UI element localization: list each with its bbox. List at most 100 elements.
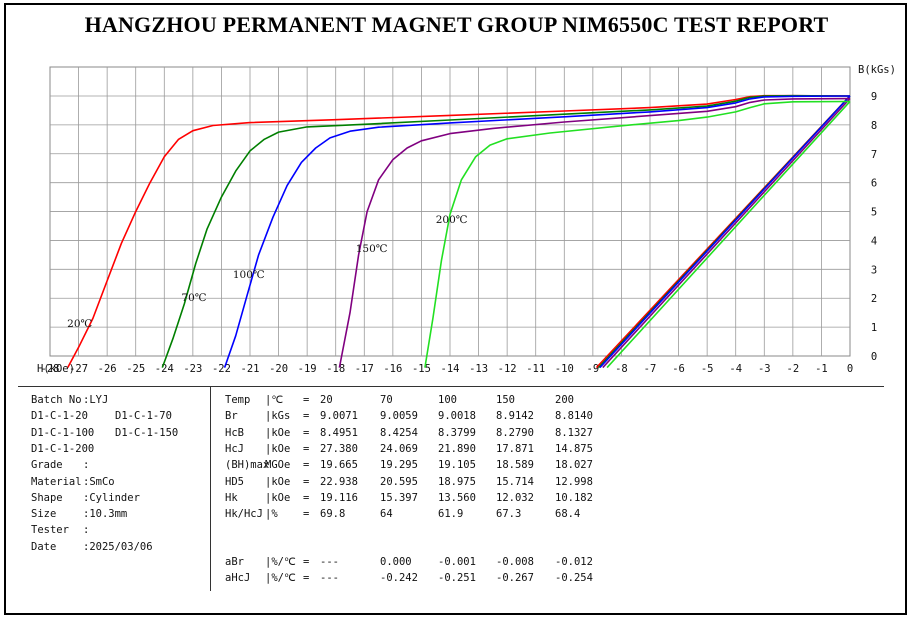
- curve-label: 100℃: [233, 269, 265, 281]
- param-value: 9.0071: [320, 410, 358, 423]
- batch-item: D1-C-1-150: [115, 426, 179, 439]
- info-value: :Cylinder: [83, 491, 140, 504]
- param-equals: =: [303, 556, 310, 568]
- param-value: 150: [496, 394, 515, 406]
- param-value: 18.975: [438, 475, 476, 488]
- param-unit: |℃: [265, 394, 284, 406]
- param-equals: =: [303, 394, 310, 406]
- param-value: 67.3: [496, 508, 522, 521]
- param-value: 13.560: [438, 491, 476, 504]
- param-equals: =: [303, 491, 310, 504]
- param-value: 22.938: [320, 475, 358, 488]
- param-value: 9.0018: [438, 410, 476, 423]
- demag-curve-20℃: [66, 94, 851, 368]
- param-value: ---: [320, 572, 339, 585]
- param-value: 61.9: [438, 508, 464, 521]
- x-tick-label: -18: [326, 363, 345, 375]
- param-value: 17.871: [496, 442, 534, 455]
- param-value: 12.032: [496, 491, 534, 504]
- recoil-line-100℃: [599, 95, 851, 369]
- x-tick-label: -9: [587, 363, 600, 375]
- param-name: (BH)max: [225, 459, 270, 472]
- param-value: 8.3799: [438, 426, 476, 439]
- x-tick-label: -22: [212, 363, 231, 375]
- param-unit: |kOe: [265, 475, 291, 488]
- y-axis-label: B(kGs): [858, 64, 896, 76]
- recoil-line-200℃: [606, 100, 851, 369]
- curve-label: 20℃: [67, 318, 92, 330]
- param-value: 19.665: [320, 459, 358, 472]
- param-value: 19.116: [320, 491, 358, 504]
- x-tick-label: -4: [729, 363, 742, 375]
- param-name: Hk/HcJ: [225, 508, 263, 521]
- param-value: 70: [380, 394, 393, 406]
- param-name: HcJ: [225, 442, 244, 455]
- info-value: :: [83, 524, 90, 537]
- x-tick-label: -19: [298, 363, 317, 375]
- param-name: HD5: [225, 475, 244, 488]
- param-value: 24.069: [380, 442, 418, 455]
- param-value: ---: [320, 556, 339, 568]
- param-value: 27.380: [320, 442, 358, 455]
- param-value: -0.242: [380, 572, 418, 585]
- param-unit: |%: [265, 508, 278, 521]
- param-name: HcB: [225, 426, 244, 439]
- info-value: :LYJ: [83, 394, 109, 406]
- info-value: :10.3mm: [83, 508, 128, 521]
- param-equals: =: [303, 426, 310, 439]
- y-tick-label: 6: [871, 178, 877, 190]
- x-tick-label: -27: [69, 363, 88, 375]
- param-unit: |%/℃: [265, 556, 296, 568]
- param-unit: |kGs: [265, 410, 291, 423]
- param-value: -0.001: [438, 556, 476, 568]
- batch-item: D1-C-1-100: [31, 426, 95, 439]
- param-value: 20.595: [380, 475, 418, 488]
- param-value: 68.4: [555, 508, 581, 521]
- param-value: 200: [555, 394, 574, 406]
- recoil-line-150℃: [602, 97, 851, 369]
- y-tick-label: 4: [871, 235, 877, 247]
- param-value: 14.875: [555, 442, 593, 455]
- info-label: Size: [31, 508, 57, 521]
- param-value: 0.000: [380, 556, 412, 568]
- param-value: 19.105: [438, 459, 476, 472]
- x-tick-label: -23: [183, 363, 202, 375]
- section-divider: [18, 386, 884, 387]
- y-tick-label: 8: [871, 120, 877, 132]
- demag-curve-150℃: [338, 97, 851, 368]
- batch-item: D1-C-1-200: [31, 442, 95, 455]
- param-equals: =: [303, 475, 310, 488]
- param-value: 64: [380, 508, 393, 521]
- param-equals: =: [303, 410, 310, 423]
- column-divider: [210, 386, 211, 591]
- param-value: 21.890: [438, 442, 476, 455]
- param-value: -0.254: [555, 572, 593, 585]
- x-tick-label: -16: [383, 363, 402, 375]
- y-tick-label: 0: [871, 351, 877, 363]
- param-name: Temp: [225, 394, 251, 406]
- info-value: :: [83, 459, 90, 472]
- param-unit: |kOe: [265, 491, 291, 504]
- param-equals: =: [303, 572, 310, 585]
- param-value: 8.9142: [496, 410, 534, 423]
- x-tick-label: -20: [269, 363, 288, 375]
- param-value: 8.8140: [555, 410, 593, 423]
- param-unit: |kOe: [265, 442, 291, 455]
- param-value: -0.251: [438, 572, 476, 585]
- info-value: :2025/03/06: [83, 540, 153, 553]
- param-unit: |kOe: [265, 426, 291, 439]
- report-frame: [4, 3, 907, 615]
- x-tick-label: -14: [441, 363, 460, 375]
- demag-curve-200℃: [424, 100, 851, 368]
- param-value: 15.397: [380, 491, 418, 504]
- info-label: Shape: [31, 491, 63, 504]
- param-value: -0.267: [496, 572, 534, 585]
- param-value: 19.295: [380, 459, 418, 472]
- x-tick-label: -21: [241, 363, 260, 375]
- param-value: 8.2790: [496, 426, 534, 439]
- param-value: 12.998: [555, 475, 593, 488]
- x-tick-label: -12: [498, 363, 517, 375]
- y-tick-label: 2: [871, 293, 877, 305]
- info-label: Batch No: [31, 394, 82, 406]
- x-tick-label: -5: [701, 363, 714, 375]
